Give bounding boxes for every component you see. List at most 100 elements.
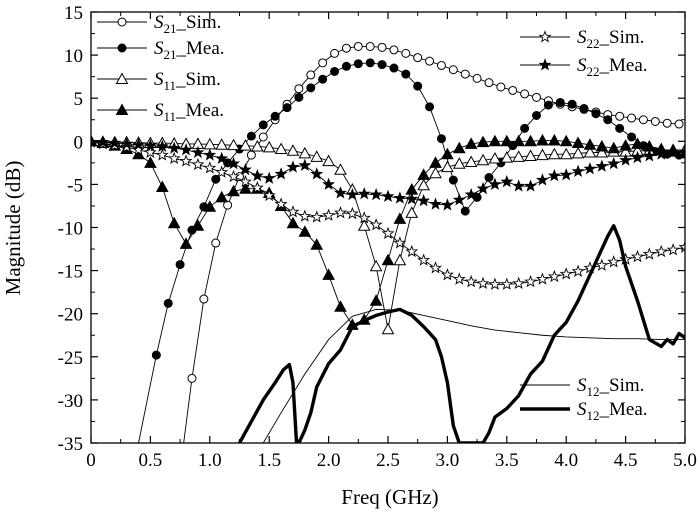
data-point-s21-mea <box>484 173 494 183</box>
data-point-s22-mea <box>535 173 549 186</box>
data-point-s22-mea <box>345 187 359 201</box>
data-point-s21-sim <box>401 48 411 58</box>
data-point-s11-sim <box>286 144 300 156</box>
data-point-s21-sim <box>448 65 458 75</box>
data-point-s22-mea <box>642 149 656 162</box>
data-point-s21-mea <box>567 99 577 109</box>
data-point-s22-sim <box>429 261 442 274</box>
data-point-s22-sim <box>607 255 621 268</box>
data-point-s11-mea <box>298 225 312 237</box>
data-point-s22-sim <box>357 211 371 224</box>
x-tick-label: 0 <box>86 450 96 471</box>
data-point-s11-mea <box>334 300 347 312</box>
data-point-s21-mea <box>532 110 541 120</box>
data-point-s21-sim <box>425 56 435 66</box>
data-point-s22-sim <box>535 272 549 285</box>
data-point-s21-mea <box>448 175 458 185</box>
data-point-s11-mea <box>417 168 430 180</box>
data-point-s21-sim <box>341 43 351 53</box>
data-point-s22-mea <box>393 191 407 204</box>
data-point-s21-sim <box>318 58 328 68</box>
data-point-s22-sim <box>512 276 526 290</box>
data-point-s21-mea <box>460 206 470 216</box>
data-point-s21-mea <box>603 115 613 125</box>
series-s12-sim <box>262 308 685 443</box>
x-tick-label: 0.5 <box>139 450 163 471</box>
data-point-s22-sim <box>393 236 407 249</box>
data-point-s22-sim <box>274 197 288 210</box>
data-point-s11-sim <box>429 166 442 179</box>
data-point-s22-mea <box>488 177 502 190</box>
legend-label: S22_Sim. <box>577 27 644 51</box>
data-point-s22-mea <box>108 136 122 149</box>
data-point-s11-sim <box>310 150 324 162</box>
data-point-s11-mea <box>227 184 240 197</box>
data-point-s22-sim <box>476 276 490 290</box>
data-point-s22-sim <box>120 140 134 153</box>
y-tick-label: -15 <box>58 262 83 283</box>
data-point-s22-mea <box>631 150 644 164</box>
y-tick-label: -5 <box>67 175 83 196</box>
data-point-s22-mea <box>250 168 264 182</box>
data-point-s22-mea <box>298 158 312 171</box>
data-point-s22-sim <box>381 226 395 240</box>
data-point-s11-sim <box>500 151 514 163</box>
data-point-s22-mea <box>666 145 680 159</box>
data-point-s22-sim <box>405 244 419 258</box>
data-point-s22-mea <box>120 137 134 150</box>
data-point-s21-sim <box>353 41 363 51</box>
data-point-s21-mea <box>330 66 340 76</box>
y-tick-label: -25 <box>58 348 83 369</box>
data-point-s11-sim <box>583 145 597 158</box>
data-point-s11-mea <box>595 139 609 152</box>
data-point-s11-sim <box>369 259 383 272</box>
data-point-s21-mea <box>258 120 268 130</box>
x-tick-label: 1.0 <box>198 450 222 471</box>
data-point-s21-sim <box>294 84 304 94</box>
data-point-s11-mea <box>286 216 300 229</box>
y-tick-label: 5 <box>74 89 84 110</box>
data-point-s21-sim <box>484 78 494 88</box>
data-point-s21-mea <box>615 123 625 133</box>
data-point-s22-sim <box>167 151 181 165</box>
data-point-s22-mea <box>405 192 419 205</box>
data-point-s11-sim <box>488 152 502 164</box>
data-point-s22-mea <box>215 151 229 165</box>
data-point-s11-sim <box>571 146 585 159</box>
data-point-s11-sim <box>559 147 573 160</box>
data-point-s11-sim <box>274 142 288 155</box>
data-point-s11-sim <box>512 150 526 162</box>
data-point-s11-mea <box>155 180 169 192</box>
x-axis-title: Freq (GHz) <box>341 485 438 509</box>
data-point-s22-sim <box>559 267 573 280</box>
y-axis-title: Magnitude (dB) <box>1 161 25 296</box>
data-point-s11-sim <box>547 147 561 160</box>
data-point-s21-sim <box>508 85 518 95</box>
legend-entry-s21-sim: S21_Sim. <box>97 12 221 36</box>
data-point-s22-sim <box>298 209 312 222</box>
y-tick-label: 10 <box>64 46 83 67</box>
data-point-s21-sim <box>662 118 672 128</box>
data-point-s11-mea <box>464 137 478 149</box>
data-point-s22-mea <box>452 193 466 206</box>
data-point-s22-mea <box>440 198 454 211</box>
x-tick-label: 5.0 <box>673 450 697 471</box>
data-point-s11-mea <box>524 134 537 147</box>
data-point-s22-mea <box>191 145 205 159</box>
data-point-s21-mea <box>555 98 565 108</box>
legend-marker <box>117 17 127 27</box>
legend: S21_Sim.S21_Mea. S11_Sim. S11_Mea. S22_Sim.… <box>97 12 648 423</box>
data-point-s21-sim <box>199 294 209 304</box>
data-point-s21-mea <box>341 61 351 71</box>
data-point-s22-mea <box>238 162 252 176</box>
data-point-s11-mea <box>512 134 526 147</box>
data-point-s11-mea <box>381 253 395 266</box>
data-point-s11-sim <box>595 145 609 158</box>
axes: 0 0.5 1.0 1.5 2.0 2.5 3.0 3.5 4.0 4.5 5.0 15 10 5 0 -5 -… <box>58 3 697 471</box>
legend-label: S12_Mea. <box>577 399 648 423</box>
data-point-s11-mea <box>215 190 229 203</box>
data-point-s22-sim <box>179 154 193 167</box>
data-point-s22-sim <box>310 210 324 223</box>
data-point-s22-sim <box>369 218 383 231</box>
data-point-s22-mea <box>96 135 110 148</box>
